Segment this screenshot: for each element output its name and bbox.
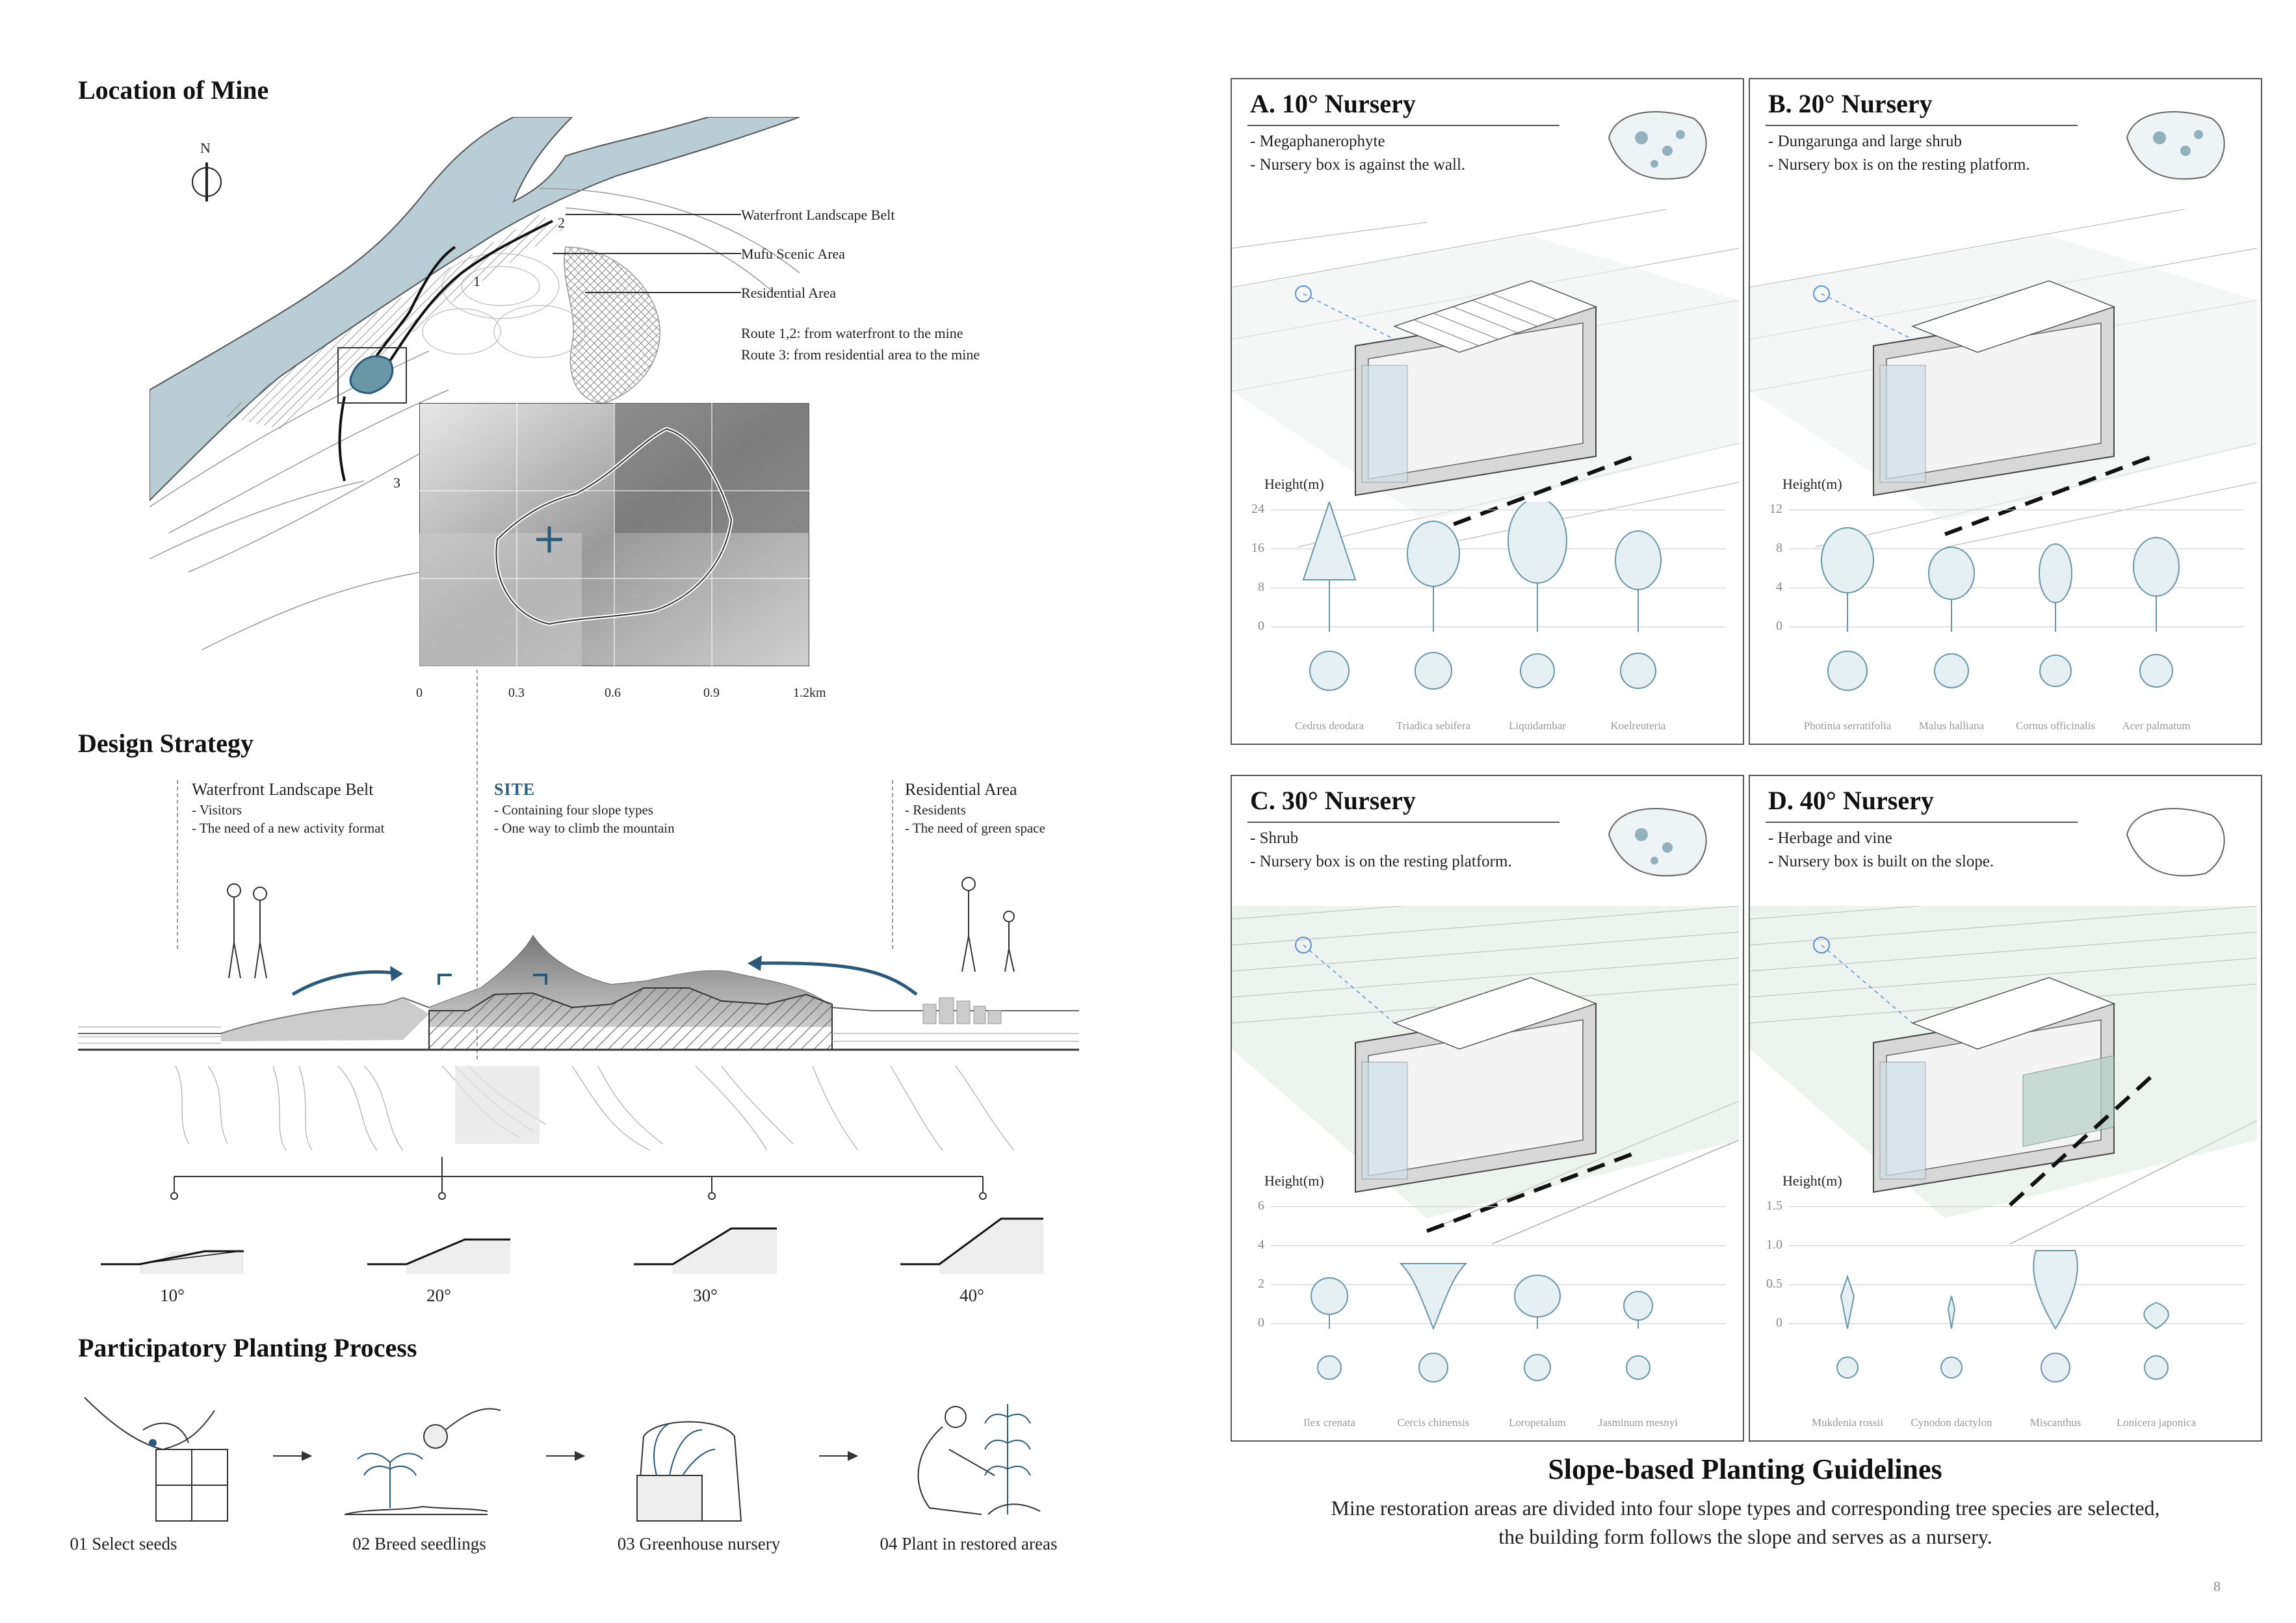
slope-40 xyxy=(900,1217,1043,1274)
col-residential-l1: - Residents xyxy=(905,802,966,818)
select-seeds-icon xyxy=(84,1397,228,1522)
route-num-2: 2 xyxy=(558,214,565,231)
breed-seedlings-icon xyxy=(344,1408,501,1515)
panel-c: C. 30° Nursery - Shrub - Nursery box is o… xyxy=(1231,775,1744,1442)
panel-c-title: C. 30° Nursery xyxy=(1250,786,1416,815)
guidelines-title: Slope-based Planting Guidelines xyxy=(1548,1453,1942,1485)
panel-b-height-label: Height(m) xyxy=(1782,476,1842,492)
location-map xyxy=(150,117,800,651)
process-title: Participatory Planting Process xyxy=(78,1333,417,1362)
legend-residential: Residential Area xyxy=(741,285,837,301)
panel-d-slope-icon xyxy=(2126,808,2225,877)
panel-d-plants xyxy=(1836,1250,2169,1383)
legend-scenic: Mufu Scenic Area xyxy=(741,246,846,262)
panel-a-axon xyxy=(1232,209,1740,547)
residents-figure xyxy=(961,877,1015,972)
slope-20 xyxy=(367,1238,510,1274)
slope-label-20: 20° xyxy=(426,1286,451,1305)
slope-profiles xyxy=(101,1217,1043,1274)
aerial-map xyxy=(419,403,809,666)
scale-0: 0 xyxy=(416,686,423,700)
scale-09: 0.9 xyxy=(703,686,720,700)
step-4: 04 Plant in restored areas xyxy=(880,1534,1058,1553)
col-site-l1: - Containing four slope types xyxy=(494,802,653,818)
panel-c-slope-icon xyxy=(1608,808,1707,877)
step-3: 03 Greenhouse nursery xyxy=(617,1534,781,1553)
col-site-head: SITE xyxy=(494,780,536,799)
slope-label-30: 30° xyxy=(693,1286,718,1305)
col-waterfront-l2: - The need of a new activity format xyxy=(192,820,385,836)
slope-30 xyxy=(634,1227,777,1274)
panel-c-desc: - Shrub - Nursery box is on the resting p… xyxy=(1250,829,1512,870)
river xyxy=(150,117,800,502)
panel-c-axon xyxy=(1232,906,1740,1244)
slope-label-10: 10° xyxy=(160,1286,185,1305)
col-residential-l2: - The need of green space xyxy=(905,820,1045,836)
page-number: 8 xyxy=(2213,1578,2221,1594)
col-waterfront-l1: - Visitors xyxy=(192,802,242,818)
guidelines-text-1: Mine restoration areas are divided into … xyxy=(1331,1496,2160,1520)
plant-restored-icon xyxy=(917,1404,1041,1515)
panel-b-slope-icon xyxy=(2126,111,2225,180)
strategy-section xyxy=(78,877,1079,1151)
routes-text-1: Route 1,2: from waterfront to the mine xyxy=(741,325,963,341)
slope-10 xyxy=(101,1250,244,1274)
scale-03: 0.3 xyxy=(508,686,525,700)
panel-d: D. 40° Nursery - Herbage and vine - Nurse… xyxy=(1749,775,2262,1442)
panel-b-desc: - Dungarunga and large shrub - Nursery bo… xyxy=(1768,133,2030,174)
slope-label-40: 40° xyxy=(959,1286,984,1305)
panel-a: A. 10° Nursery - Megaphanerophyte - Nurse… xyxy=(1231,78,1744,745)
panel-b-trees xyxy=(1821,527,2180,691)
location-title: Location of Mine xyxy=(78,75,269,105)
scale-12km: 1.2km xyxy=(793,686,826,700)
panel-d-desc: - Herbage and vine - Nursery box is built… xyxy=(1768,829,1994,870)
step-1: 01 Select seeds xyxy=(70,1534,177,1553)
panel-b-axon xyxy=(1750,209,2258,547)
routes-text-2: Route 3: from residential area to the mi… xyxy=(741,346,980,363)
scale-06: 0.6 xyxy=(605,686,621,700)
col-waterfront-head: Waterfront Landscape Belt xyxy=(192,780,374,799)
legend-waterfront: Waterfront Landscape Belt xyxy=(741,207,895,223)
panel-c-height-label: Height(m) xyxy=(1264,1173,1324,1189)
col-site-l2: - One way to climb the mountain xyxy=(494,820,675,836)
strategy-title: Design Strategy xyxy=(78,729,254,758)
route-num-1: 1 xyxy=(473,273,480,289)
visitors-figure xyxy=(227,883,267,979)
panel-d-height-label: Height(m) xyxy=(1782,1173,1842,1189)
site-dashed-line xyxy=(476,669,478,1072)
panel-a-title: A. 10° Nursery xyxy=(1250,89,1416,118)
panel-a-slope-icon xyxy=(1608,111,1707,180)
strategy-col-residential: Residential Area - Residents - The need … xyxy=(905,780,1045,838)
north-label: N xyxy=(200,140,211,156)
panel-b-title: B. 20° Nursery xyxy=(1768,89,1933,118)
panel-a-trees xyxy=(1302,502,1662,691)
panel-a-height-label: Height(m) xyxy=(1264,476,1324,492)
route-num-3: 3 xyxy=(393,474,400,491)
process-illustrations xyxy=(84,1397,1041,1522)
guidelines-text-2: the building form follows the slope and … xyxy=(1498,1525,1992,1548)
slope-connector xyxy=(170,1157,987,1200)
col-residential-head: Residential Area xyxy=(905,780,1017,799)
greenhouse-nursery-icon xyxy=(636,1421,742,1522)
strategy-col-waterfront: Waterfront Landscape Belt - Visitors - T… xyxy=(192,780,384,838)
panel-c-trees xyxy=(1311,1263,1653,1383)
panel-d-title: D. 40° Nursery xyxy=(1768,786,1934,815)
panel-a-desc: - Megaphanerophyte - Nursery box is again… xyxy=(1250,133,1466,174)
panel-b: B. 20° Nursery - Dungarunga and large sh… xyxy=(1749,78,2262,745)
panel-d-axon xyxy=(1750,906,2258,1244)
step-2: 02 Breed seedlings xyxy=(352,1534,486,1553)
strategy-col-site: SITE - Containing four slope types - One… xyxy=(494,780,675,838)
